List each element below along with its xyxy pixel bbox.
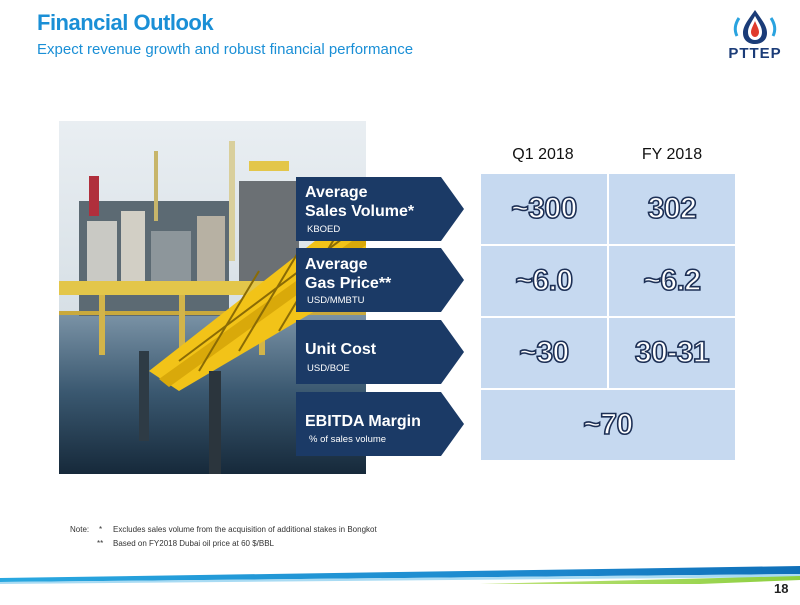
row-unit: USD/MMBTU bbox=[307, 295, 365, 306]
row-label-gas-price: Average Gas Price** USD/MMBTU bbox=[296, 248, 464, 312]
value-cell-sales-volume-fy: 302 bbox=[609, 174, 735, 244]
row-label-ebitda-margin: EBITDA Margin % of sales volume bbox=[296, 392, 464, 456]
note-text: Excludes sales volume from the acquisiti… bbox=[113, 525, 377, 534]
value-cell-ebitda-margin: ~70 bbox=[481, 390, 735, 460]
note-marker: ** bbox=[97, 539, 104, 548]
row-label-sales-volume: Average Sales Volume* KBOED bbox=[296, 177, 464, 241]
note-marker: * bbox=[99, 525, 103, 534]
row-label-text: Average bbox=[305, 256, 368, 273]
row-label-text: Average bbox=[305, 184, 368, 201]
logo-wordmark: PTTEP bbox=[728, 45, 782, 62]
column-header-fy-2018: FY 2018 bbox=[641, 146, 703, 163]
row-unit: % of sales volume bbox=[309, 434, 387, 445]
drop-logo-icon bbox=[733, 10, 777, 44]
page-title: Financial Outlook bbox=[37, 10, 214, 35]
row-unit: KBOED bbox=[307, 224, 341, 235]
row-label-unit-cost: Unit Cost USD/BOE bbox=[296, 320, 464, 384]
company-logo: PTTEP bbox=[718, 8, 792, 68]
note-prefix: Note: bbox=[70, 525, 90, 534]
value-cell-gas-price-fy: ~6.2 bbox=[609, 246, 735, 316]
value-cell-gas-price-q1: ~6.0 bbox=[481, 246, 607, 316]
row-label-text: Gas Price** bbox=[305, 275, 392, 292]
footer-decorative-band bbox=[0, 560, 800, 600]
row-label-text: Unit Cost bbox=[305, 341, 377, 358]
value-cell-unit-cost-q1: ~30 bbox=[481, 318, 607, 388]
value-cell-unit-cost-fy: 30-31 bbox=[609, 318, 735, 388]
page-number: 18 bbox=[774, 581, 789, 596]
row-label-text: EBITDA Margin bbox=[305, 413, 421, 430]
row-label-text: Sales Volume* bbox=[305, 203, 415, 220]
page-subtitle: Expect revenue growth and robust financi… bbox=[37, 41, 414, 58]
column-header-q1-2018: Q1 2018 bbox=[512, 146, 574, 163]
note-text: Based on FY2018 Dubai oil price at 60 $/… bbox=[113, 539, 274, 548]
value-cell-sales-volume-q1: ~300 bbox=[481, 174, 607, 244]
row-unit: USD/BOE bbox=[307, 363, 350, 374]
